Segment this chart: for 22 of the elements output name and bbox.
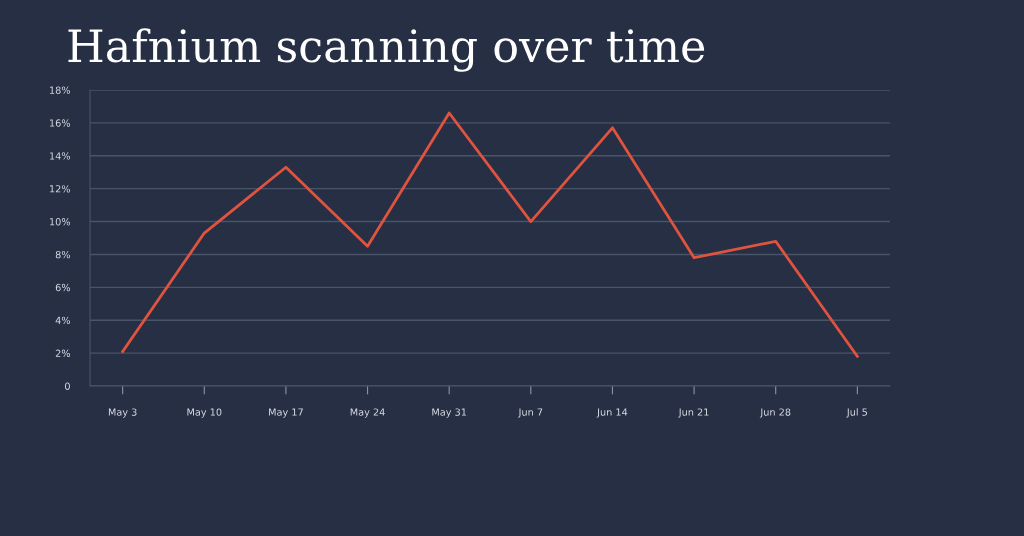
y-tick-label: 4%: [55, 316, 71, 325]
chart-title: Hafnium scanning over time: [68, 28, 705, 72]
x-tick-label: May 31: [432, 408, 467, 418]
y-tick-label: 0: [65, 382, 70, 390]
x-tick-label: Jul 5: [846, 408, 867, 418]
x-tick-label: Jun 14: [596, 408, 628, 418]
x-tick-label: May 17: [269, 408, 303, 418]
y-tick-label: 16%: [50, 119, 71, 127]
line-series: [121, 111, 859, 358]
x-tick-label: Jun 7: [518, 408, 543, 418]
x-tick-label: May 24: [350, 408, 385, 418]
x-tick-label: Jun 21: [678, 408, 709, 418]
y-tick-label: 8%: [55, 250, 71, 259]
x-tick-label: Jun 28: [759, 408, 791, 418]
y-tick-label: 18%: [50, 86, 71, 94]
y-tick-label: 10%: [50, 218, 71, 226]
y-tick-label: 2%: [55, 349, 71, 357]
x-tick-label: May 3: [108, 408, 137, 418]
y-tick-label: 14%: [50, 152, 71, 160]
y-tick-label: 12%: [50, 185, 71, 193]
y-tick-label: 6%: [55, 283, 71, 292]
x-tick-label: May 10: [187, 408, 222, 418]
